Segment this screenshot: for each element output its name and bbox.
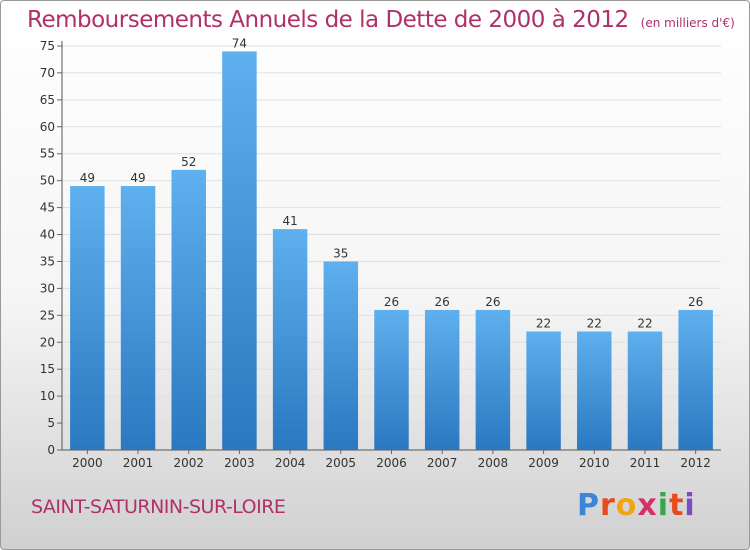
- city-name: SAINT-SATURNIN-SUR-LOIRE: [31, 496, 286, 518]
- y-tick-label: 60: [40, 120, 55, 134]
- brand-letter: i: [657, 488, 670, 523]
- bar-value-label: 22: [587, 316, 602, 330]
- x-tick-label: 2003: [224, 456, 255, 470]
- x-tick-label: 2007: [427, 456, 458, 470]
- brand-letter: P: [577, 488, 600, 523]
- bar-2012: [678, 309, 713, 450]
- y-tick-label: 0: [47, 443, 55, 457]
- bar-value-label: 26: [688, 295, 703, 309]
- y-tick-label: 40: [40, 228, 55, 242]
- bar-2008: [475, 309, 511, 450]
- x-tick-labels: 2000 2001 2002 2003 2004 2005 2006 2007 2008 2009…: [72, 450, 711, 470]
- y-ticks: 0 5 10 15 20 25 30 35 40 45 50 55 60 65 70 75: [40, 39, 62, 457]
- y-tick-label: 35: [40, 254, 55, 268]
- bar-value-label: 26: [485, 295, 500, 309]
- bar-value-label: 35: [333, 246, 348, 260]
- x-tick-label: 2009: [528, 456, 559, 470]
- bar-value-label: 41: [282, 214, 297, 228]
- brand-letter: o: [615, 488, 638, 523]
- bar-value-label: 22: [637, 316, 652, 330]
- x-tick-label: 2010: [579, 456, 610, 470]
- y-tick-label: 70: [40, 66, 55, 80]
- x-tick-label: 2008: [478, 456, 509, 470]
- bar-2010: [577, 331, 612, 450]
- bar-value-label: 49: [130, 171, 145, 185]
- brand-letter: x: [637, 488, 658, 523]
- brand-logo: Proxiti: [577, 488, 696, 523]
- x-tick-label: 2012: [680, 456, 711, 470]
- y-tick-label: 15: [40, 362, 55, 376]
- bar-2002: [171, 169, 206, 451]
- x-tick-label: 2004: [275, 456, 306, 470]
- x-tick-label: 2006: [376, 456, 407, 470]
- bar-2011: [627, 331, 663, 450]
- bar-value-label: 49: [80, 171, 95, 185]
- y-tick-label: 55: [40, 147, 55, 161]
- bar-2001: [120, 186, 156, 450]
- y-tick-label: 20: [40, 335, 55, 349]
- y-tick-label: 30: [40, 281, 55, 295]
- bar-2007: [424, 309, 460, 450]
- chart-subtitle: (en milliers d'€): [640, 16, 735, 30]
- bar-2009: [526, 331, 561, 450]
- bar-2006: [374, 309, 409, 450]
- y-tick-label: 65: [40, 93, 55, 107]
- chart-title: Remboursements Annuels de la Dette de 20…: [27, 7, 735, 33]
- x-tick-label: 2002: [173, 456, 204, 470]
- x-tick-label: 2000: [72, 456, 103, 470]
- bar-2005: [323, 261, 359, 450]
- y-tick-label: 25: [40, 308, 55, 322]
- chart-title-text: Remboursements Annuels de la Dette de 20…: [27, 7, 629, 33]
- bar-value-label: 74: [232, 36, 247, 50]
- y-tick-label: 50: [40, 174, 55, 188]
- x-tick-label: 2011: [630, 456, 661, 470]
- bar-value-label: 26: [435, 295, 450, 309]
- y-tick-label: 45: [40, 201, 55, 215]
- bar-2004: [272, 229, 308, 450]
- x-tick-label: 2005: [326, 456, 357, 470]
- bar-value-label: 22: [536, 316, 551, 330]
- bar-value-label: 26: [384, 295, 399, 309]
- y-tick-label: 10: [40, 389, 55, 403]
- brand-letter: r: [600, 488, 616, 523]
- y-tick-label: 5: [47, 416, 55, 430]
- brand-letter: t: [669, 488, 685, 523]
- bars: 49 49 52 74 41 35 26 26 26 22 22 22 26: [70, 36, 713, 451]
- y-tick-label: 75: [40, 39, 55, 53]
- bar-2003: [222, 51, 257, 451]
- brand-letter: i: [684, 488, 696, 523]
- x-tick-label: 2001: [123, 456, 154, 470]
- bar-value-label: 52: [181, 155, 196, 169]
- bar-2000: [70, 186, 105, 450]
